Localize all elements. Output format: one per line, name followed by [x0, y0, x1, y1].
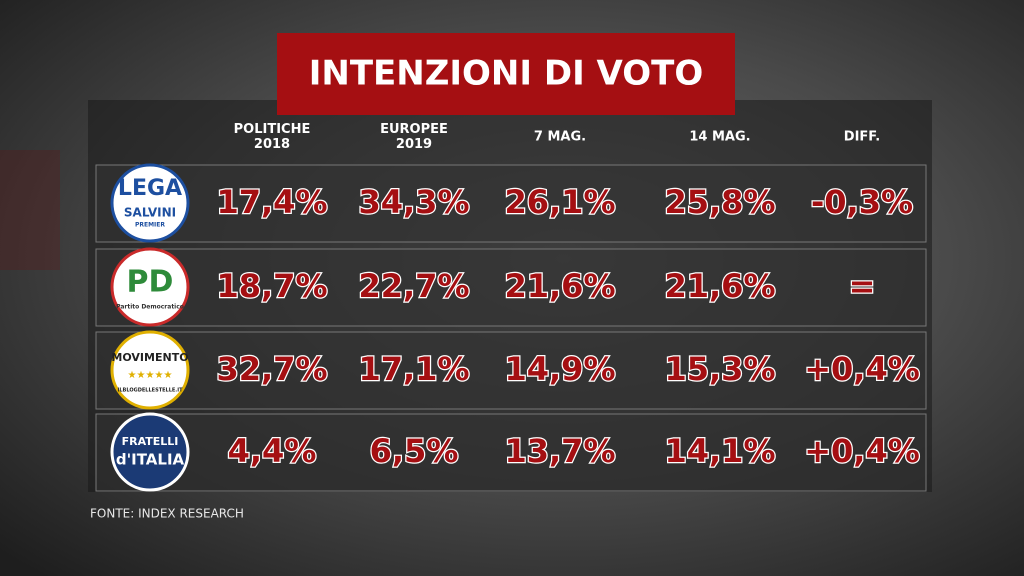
- logo-star: ★: [164, 370, 173, 381]
- source: FONTE: INDEX RESEARCH: [90, 507, 244, 521]
- party-logo: [110, 163, 190, 243]
- logo-text: FRATELLI: [122, 435, 179, 448]
- row-background: [96, 414, 926, 491]
- party-logo: [110, 412, 190, 492]
- logo-star: ★: [155, 370, 164, 381]
- title-box: [277, 33, 735, 115]
- row-border: [95, 331, 927, 410]
- column-header: 14 MAG.: [689, 130, 750, 145]
- background-accent: [0, 150, 60, 270]
- column-header: 7 MAG.: [534, 130, 586, 145]
- cell-value: 22,7%: [358, 267, 469, 305]
- row-border: [95, 413, 927, 492]
- cell-value: 14,9%: [504, 350, 615, 388]
- row-border: [95, 248, 927, 327]
- cell-value: 25,8%: [664, 183, 775, 221]
- logo-text: PD: [127, 265, 174, 300]
- cell-value: 17,4%: [216, 183, 327, 221]
- logo-text: LEGA: [118, 176, 182, 201]
- cell-value: =: [849, 267, 876, 305]
- logo-text: ILBLOGDELLESTELLE.IT: [118, 388, 184, 394]
- party-logo: [110, 247, 190, 327]
- party-logo: [110, 330, 190, 410]
- row-background: [96, 249, 926, 326]
- cell-value: 15,3%: [664, 350, 775, 388]
- cell-value: 21,6%: [664, 267, 775, 305]
- column-header: DIFF.: [844, 130, 880, 145]
- column-header: 2018: [254, 137, 290, 152]
- cell-value: 4,4%: [228, 432, 317, 470]
- row-background: [96, 332, 926, 409]
- cell-value: 18,7%: [216, 267, 327, 305]
- logo-text: Partito Democratico: [116, 304, 184, 311]
- column-header: EUROPEE: [380, 122, 448, 137]
- logo-text: MOVIMENTO: [111, 351, 188, 364]
- cell-value: 14,1%: [664, 432, 775, 470]
- cell-value: 6,5%: [370, 432, 459, 470]
- title: INTENZIONI DI VOTO: [309, 54, 704, 94]
- column-header: 2019: [396, 137, 432, 152]
- row-background: [96, 165, 926, 242]
- cell-value: +0,4%: [804, 350, 920, 388]
- logo-star: ★: [137, 370, 146, 381]
- logo-text: PREMIER: [135, 222, 165, 229]
- logo-star: ★: [128, 370, 137, 381]
- row-border: [95, 164, 927, 243]
- cell-value: 34,3%: [358, 183, 469, 221]
- cell-value: 32,7%: [216, 350, 327, 388]
- cell-value: -0,3%: [811, 183, 913, 221]
- column-header: POLITICHE: [234, 122, 311, 137]
- cell-value: 17,1%: [358, 350, 469, 388]
- logo-text: d'ITALIA: [116, 451, 185, 469]
- logo-text: SALVINI: [124, 206, 176, 220]
- cell-value: 26,1%: [504, 183, 615, 221]
- cell-value: 13,7%: [504, 432, 615, 470]
- logo-star: ★: [146, 370, 155, 381]
- cell-value: 21,6%: [504, 267, 615, 305]
- cell-value: +0,4%: [804, 432, 920, 470]
